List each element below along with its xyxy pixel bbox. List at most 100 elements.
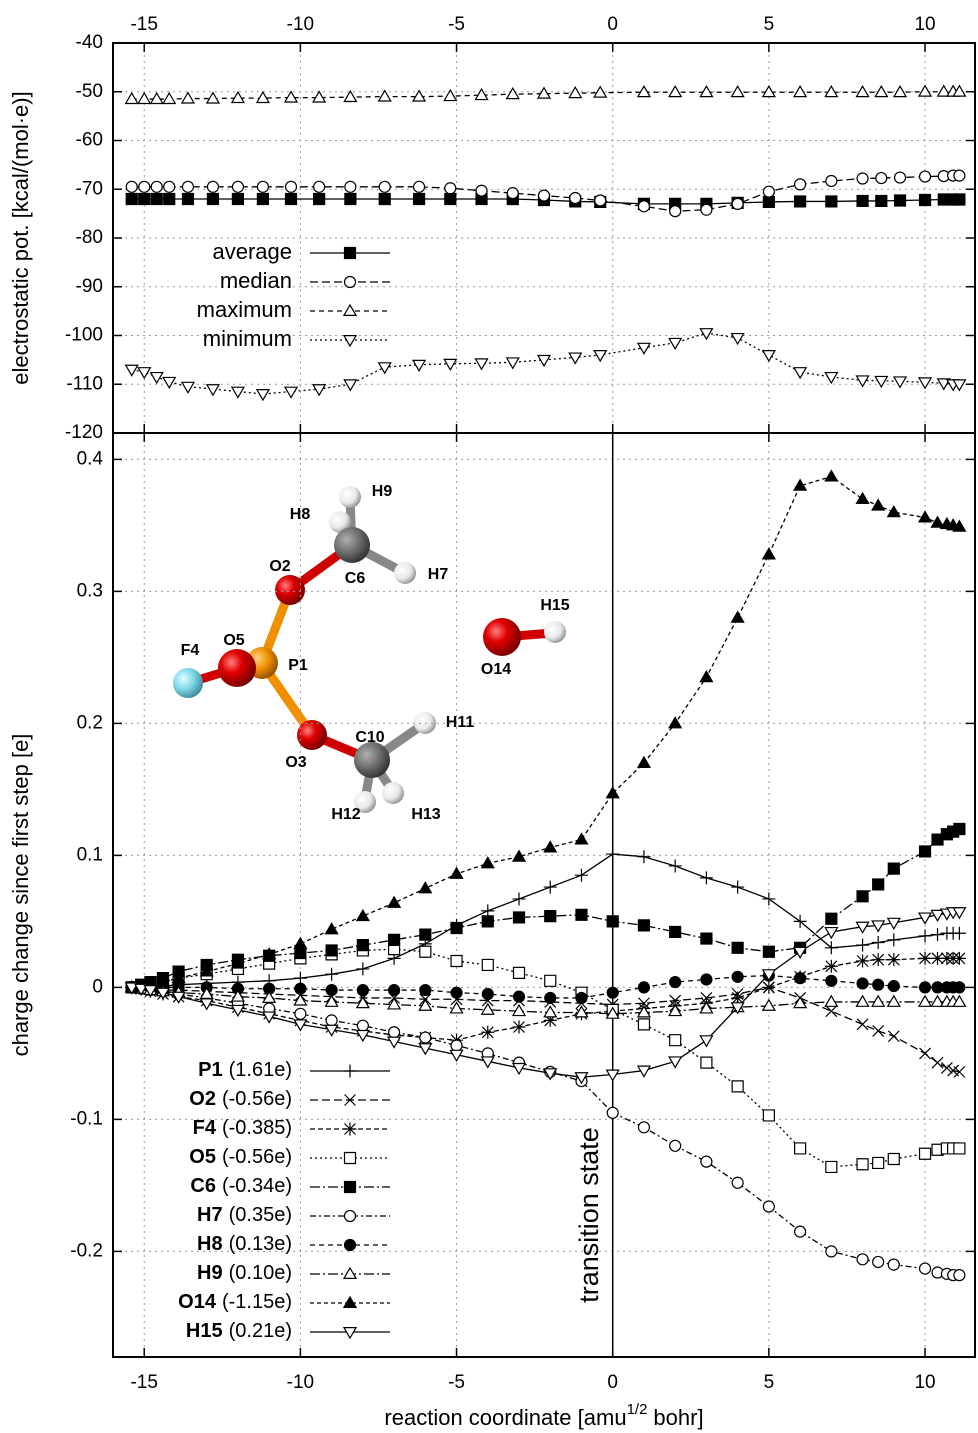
data-point <box>126 365 138 375</box>
legend-label: minimum <box>203 326 292 351</box>
data-point <box>732 942 743 953</box>
data-point <box>826 975 837 986</box>
legend-label: H8(0.13e) <box>197 1233 292 1255</box>
data-point <box>295 948 306 959</box>
y-tick-label: 0 <box>92 976 103 997</box>
data-point <box>344 380 356 390</box>
x-tick-label: 5 <box>764 1372 775 1393</box>
data-point <box>356 962 369 975</box>
y-tick-label: -70 <box>76 178 103 199</box>
atom-label: O3 <box>285 754 306 771</box>
legend-marker <box>344 1123 357 1136</box>
x-axis-label-sup: 1/2 <box>627 1401 648 1418</box>
data-point <box>888 506 900 516</box>
legend-marker <box>345 277 356 288</box>
data-point <box>732 86 744 96</box>
data-point <box>920 846 931 857</box>
data-point <box>576 992 587 1003</box>
data-point <box>444 90 456 100</box>
data-point <box>389 1027 400 1038</box>
data-point <box>638 1019 649 1030</box>
y-tick-label: 0.4 <box>77 448 104 469</box>
data-point <box>314 194 325 205</box>
data-point <box>795 1143 806 1154</box>
legend-charge: (1.61e) <box>229 1059 292 1081</box>
legend-label: median <box>220 268 292 293</box>
data-point <box>919 86 931 96</box>
data-point <box>482 916 493 927</box>
legend-label: F4(-0.385) <box>193 1117 292 1139</box>
data-point <box>313 92 325 102</box>
data-point <box>570 193 581 204</box>
data-point <box>920 171 931 182</box>
data-point <box>795 196 806 207</box>
data-point <box>873 1157 884 1168</box>
data-point <box>825 960 838 973</box>
data-point <box>451 956 462 967</box>
data-point <box>451 1040 462 1051</box>
data-point <box>594 351 606 361</box>
data-point <box>856 955 869 968</box>
data-point <box>763 351 775 361</box>
data-point <box>919 996 931 1006</box>
legend-label: O5(-0.56e) <box>189 1146 292 1168</box>
data-point <box>138 368 150 378</box>
legend-name: minimum <box>203 326 292 351</box>
legend-marker <box>345 1211 356 1222</box>
x-tick-label: 5 <box>764 14 775 35</box>
data-point <box>875 376 887 386</box>
data-point <box>919 511 931 521</box>
data-point <box>507 358 519 368</box>
y-tick-label: 0.1 <box>77 844 103 865</box>
data-point <box>876 195 887 206</box>
data-point <box>257 390 269 400</box>
data-point <box>763 186 774 197</box>
legend-charge: (-0.385) <box>222 1117 292 1139</box>
data-point <box>763 1110 774 1121</box>
data-point <box>481 1026 494 1039</box>
data-point <box>151 194 162 205</box>
x-tick-label: 0 <box>607 14 618 35</box>
data-point <box>826 1246 837 1257</box>
legend-charge: (0.35e) <box>229 1204 292 1226</box>
x-tick-label: -5 <box>448 14 465 35</box>
data-point <box>795 973 806 984</box>
y-tick-label: -90 <box>76 276 103 297</box>
atom-label: H13 <box>411 806 440 823</box>
data-point <box>895 195 906 206</box>
data-point <box>700 871 713 884</box>
data-point <box>357 940 368 951</box>
data-point <box>507 88 519 98</box>
data-point <box>126 194 137 205</box>
data-point <box>637 850 650 863</box>
data-point <box>182 194 193 205</box>
data-point <box>207 93 219 103</box>
data-point <box>207 194 218 205</box>
x-axis-label: reaction coordinate [amu1/2bohr] <box>384 1401 703 1430</box>
data-point <box>920 1148 931 1159</box>
atom-label: C10 <box>355 729 384 746</box>
data-point <box>857 1019 868 1030</box>
legend-label: P1(1.61e) <box>198 1059 292 1081</box>
x-tick-label: -10 <box>287 14 314 35</box>
data-point <box>856 939 869 952</box>
y-tick-label: -60 <box>76 130 103 151</box>
data-point <box>826 196 837 207</box>
data-point <box>873 1256 884 1267</box>
data-point <box>445 194 456 205</box>
data-point <box>357 910 369 920</box>
data-point <box>151 181 162 192</box>
legend-marker <box>345 1182 356 1193</box>
data-point <box>826 913 837 924</box>
legend-marker <box>344 305 356 315</box>
data-point <box>762 981 775 994</box>
data-point <box>732 971 743 982</box>
data-point <box>763 1000 775 1010</box>
data-point <box>232 92 244 102</box>
data-point <box>732 198 743 209</box>
legend-marker <box>344 336 356 346</box>
data-point <box>451 923 462 934</box>
data-point <box>607 1107 618 1118</box>
legend-name: H8 <box>197 1233 223 1255</box>
data-point <box>762 892 775 905</box>
